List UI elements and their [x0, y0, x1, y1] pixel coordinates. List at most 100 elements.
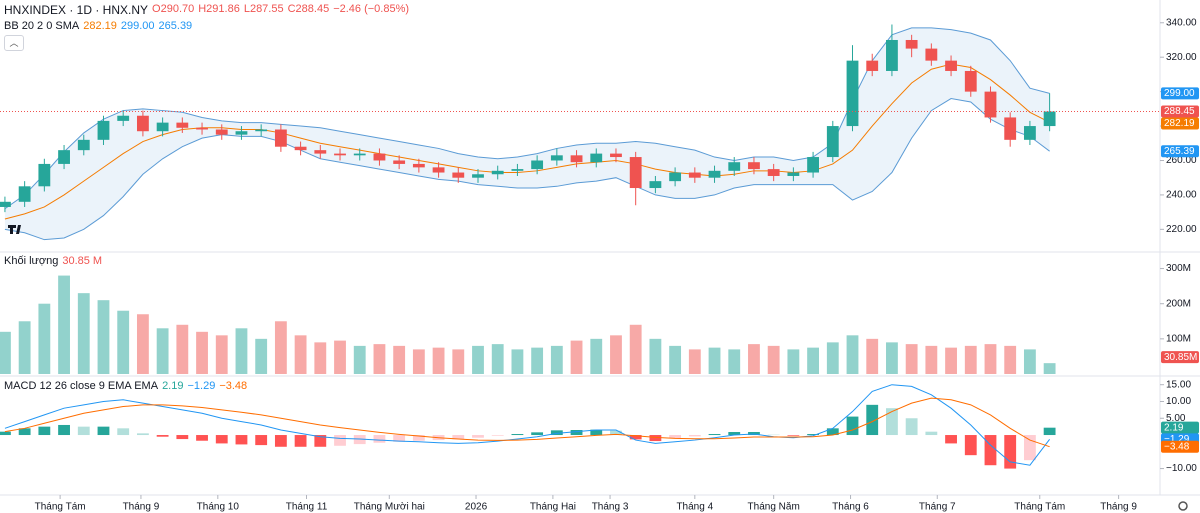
header: HNXINDEX · 1D · HNX.NY O290.70 H291.86 L…: [4, 3, 409, 17]
candle-body: [215, 129, 228, 135]
bb-middle-label: 282.19: [1164, 118, 1195, 129]
macd-histogram-bar: [136, 433, 149, 436]
volume-bar: [846, 335, 859, 374]
y-tick-label: 240.00: [1166, 190, 1197, 201]
volume-bar: [1004, 345, 1017, 374]
macd-histogram-bar: [925, 431, 938, 436]
bb-middle-label-box: [1161, 117, 1199, 130]
candle-body: [97, 120, 110, 140]
y-tick-label: 260.00: [1166, 155, 1197, 166]
candle-body: [964, 70, 977, 92]
x-tick-label: Tháng Mười hai: [354, 502, 425, 513]
volume-bar: [58, 275, 70, 374]
y-tick-label: −10.00: [1166, 463, 1197, 474]
macd-histogram-bar: [491, 435, 504, 436]
macd-histogram-bar: [373, 435, 386, 443]
macd-title: MACD 12 26 close 9 EMA EMA: [4, 380, 159, 392]
bb-lower: [4, 97, 1050, 241]
x-tick-label: Tháng 7: [919, 502, 956, 513]
volume-bar: [432, 347, 445, 374]
volume-last: 30.85 M: [62, 255, 103, 267]
macd-legend: MACD 12 26 close 9 EMA EMA 2.19 −1.29 −3…: [4, 380, 247, 392]
candle-body: [866, 60, 879, 71]
candle-body: [984, 91, 997, 118]
volume-bar: [984, 344, 997, 374]
candle-body: [314, 150, 327, 154]
macd-signal-label: −3.48: [1164, 441, 1190, 452]
collapse-button[interactable]: ︿: [4, 35, 24, 51]
macd-histogram-bar: [58, 424, 70, 436]
volume-bar: [767, 345, 780, 374]
candle-body: [846, 60, 859, 127]
volume-bar: [590, 338, 603, 374]
volume-bar: [629, 324, 642, 374]
candle-body: [235, 131, 248, 135]
macd-hist-label-box: [1161, 421, 1199, 434]
volume-bar: [688, 349, 701, 374]
volume-bar: [196, 331, 208, 374]
macd-histogram-bar: [708, 434, 721, 436]
volume-bar: [886, 342, 898, 374]
macd-histogram-bar: [117, 428, 130, 436]
candle-body: [491, 170, 504, 175]
volume-bar: [393, 345, 406, 374]
ohlc-close: C288.45: [287, 3, 330, 15]
x-tick-label: Tháng Tám: [1014, 502, 1065, 513]
bb-upper-label-box: [1161, 87, 1199, 100]
candle-body: [826, 126, 839, 158]
candle-body: [117, 115, 130, 121]
volume-bar: [531, 347, 544, 374]
y-tick-label: 10.00: [1166, 396, 1191, 407]
volume-bar: [1043, 363, 1056, 374]
macd-histogram-bar: [629, 435, 642, 440]
candle-body: [334, 153, 346, 156]
volume-bar: [1023, 349, 1036, 374]
x-tick-label: Tháng 10: [197, 502, 240, 513]
candle-body: [294, 146, 307, 151]
volume-bar: [274, 321, 287, 374]
x-tick-label: Tháng 6: [832, 502, 869, 513]
macd-histogram-bar: [787, 435, 800, 436]
x-tick-label: Tháng Năm: [748, 502, 800, 513]
candle-body: [373, 153, 386, 161]
macd-histogram-bar: [590, 429, 603, 436]
settings-icon[interactable]: [1178, 501, 1188, 511]
candle-body: [669, 172, 682, 182]
volume-bar: [826, 342, 839, 374]
tv-logo-mark: [8, 225, 21, 234]
macd-histogram-bar: [1004, 435, 1017, 469]
volume-bar: [905, 344, 918, 374]
candle-body: [412, 163, 425, 168]
macd-histogram-bar: [215, 435, 228, 444]
volume-label: 30.85M: [1164, 352, 1197, 363]
macd-histogram-bar: [274, 435, 287, 447]
candle-body: [38, 163, 51, 187]
macd-histogram-bar: [826, 428, 839, 436]
ohlc-high: H291.86: [198, 3, 240, 15]
macd-histogram-bar: [669, 435, 682, 439]
candle-body: [58, 150, 70, 164]
macd-histogram-bar: [550, 430, 563, 436]
macd-histogram-bar: [472, 435, 484, 438]
candle-body: [787, 172, 800, 176]
macd-histogram-bar: [393, 435, 406, 442]
candle-body: [1004, 117, 1017, 140]
candle-body: [610, 153, 622, 158]
x-tick-label: Tháng 3: [592, 502, 629, 513]
candle-body: [77, 139, 90, 151]
volume-bar: [412, 349, 425, 374]
macd-histogram-bar: [866, 404, 879, 436]
volume-bar: [18, 321, 31, 374]
candle-body: [255, 129, 268, 132]
volume-bar: [610, 335, 622, 374]
candle-body: [767, 169, 780, 176]
volume-bar: [334, 340, 346, 374]
volume-bar: [294, 335, 307, 374]
candle-body: [570, 155, 583, 163]
macd-histogram-bar: [176, 435, 189, 440]
volume-bar: [511, 349, 524, 374]
volume-bar: [156, 328, 169, 374]
volume-bar: [136, 314, 149, 374]
macd-histogram-bar: [905, 418, 918, 436]
